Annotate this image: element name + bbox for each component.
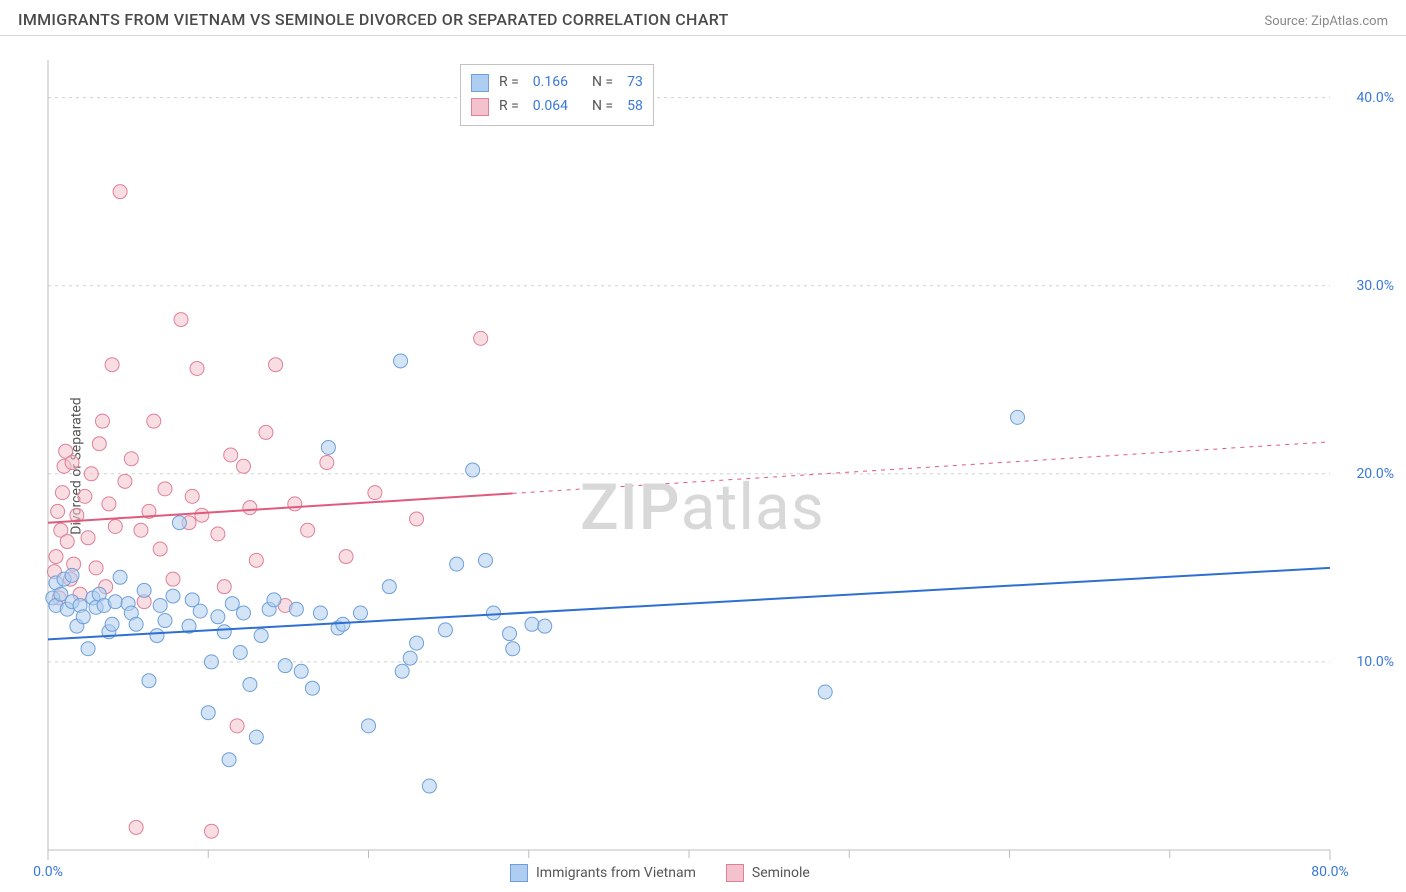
legend-r-value: 0.166 <box>533 71 568 95</box>
legend-swatch <box>471 98 489 116</box>
correlation-legend-row: R = 0.166 N = 73 <box>471 71 643 95</box>
source-credit: Source: ZipAtlas.com <box>1264 14 1388 29</box>
correlation-legend: R = 0.166 N = 73 R = 0.064 N = 58 <box>460 64 654 126</box>
series-legend: Immigrants from Vietnam Seminole <box>510 864 810 882</box>
legend-n-label: N = <box>592 71 613 95</box>
legend-swatch <box>510 864 528 882</box>
series-legend-item: Seminole <box>726 864 810 882</box>
y-tick-label: 10.0% <box>1356 654 1394 670</box>
scatter-plot-svg <box>0 40 1406 892</box>
series-legend-item: Immigrants from Vietnam <box>510 864 696 882</box>
chart-header: IMMIGRANTS FROM VIETNAM VS SEMINOLE DIVO… <box>0 0 1406 36</box>
legend-r-value: 0.064 <box>533 95 568 119</box>
legend-r-label: R = <box>499 95 519 119</box>
y-tick-label: 30.0% <box>1356 278 1394 294</box>
legend-r-label: R = <box>499 71 519 95</box>
series-legend-label: Seminole <box>752 865 810 881</box>
y-tick-label: 40.0% <box>1356 90 1394 106</box>
chart-area: Divorced or Separated ZIPatlas R =0.166N… <box>0 40 1406 892</box>
legend-swatch <box>471 74 489 92</box>
legend-swatch <box>726 864 744 882</box>
x-tick-label: 0.0% <box>33 864 63 880</box>
y-tick-label: 20.0% <box>1356 466 1394 482</box>
legend-n-value: 73 <box>627 71 643 95</box>
source-prefix: Source: <box>1264 14 1311 29</box>
legend-n-label: N = <box>592 95 613 119</box>
chart-title: IMMIGRANTS FROM VIETNAM VS SEMINOLE DIVO… <box>18 10 729 29</box>
source-link[interactable]: ZipAtlas.com <box>1311 14 1388 29</box>
x-tick-label: 80.0% <box>1311 864 1349 880</box>
legend-n-value: 58 <box>627 95 643 119</box>
series-legend-label: Immigrants from Vietnam <box>536 865 696 881</box>
correlation-legend-row: R = 0.064 N = 58 <box>471 95 643 119</box>
